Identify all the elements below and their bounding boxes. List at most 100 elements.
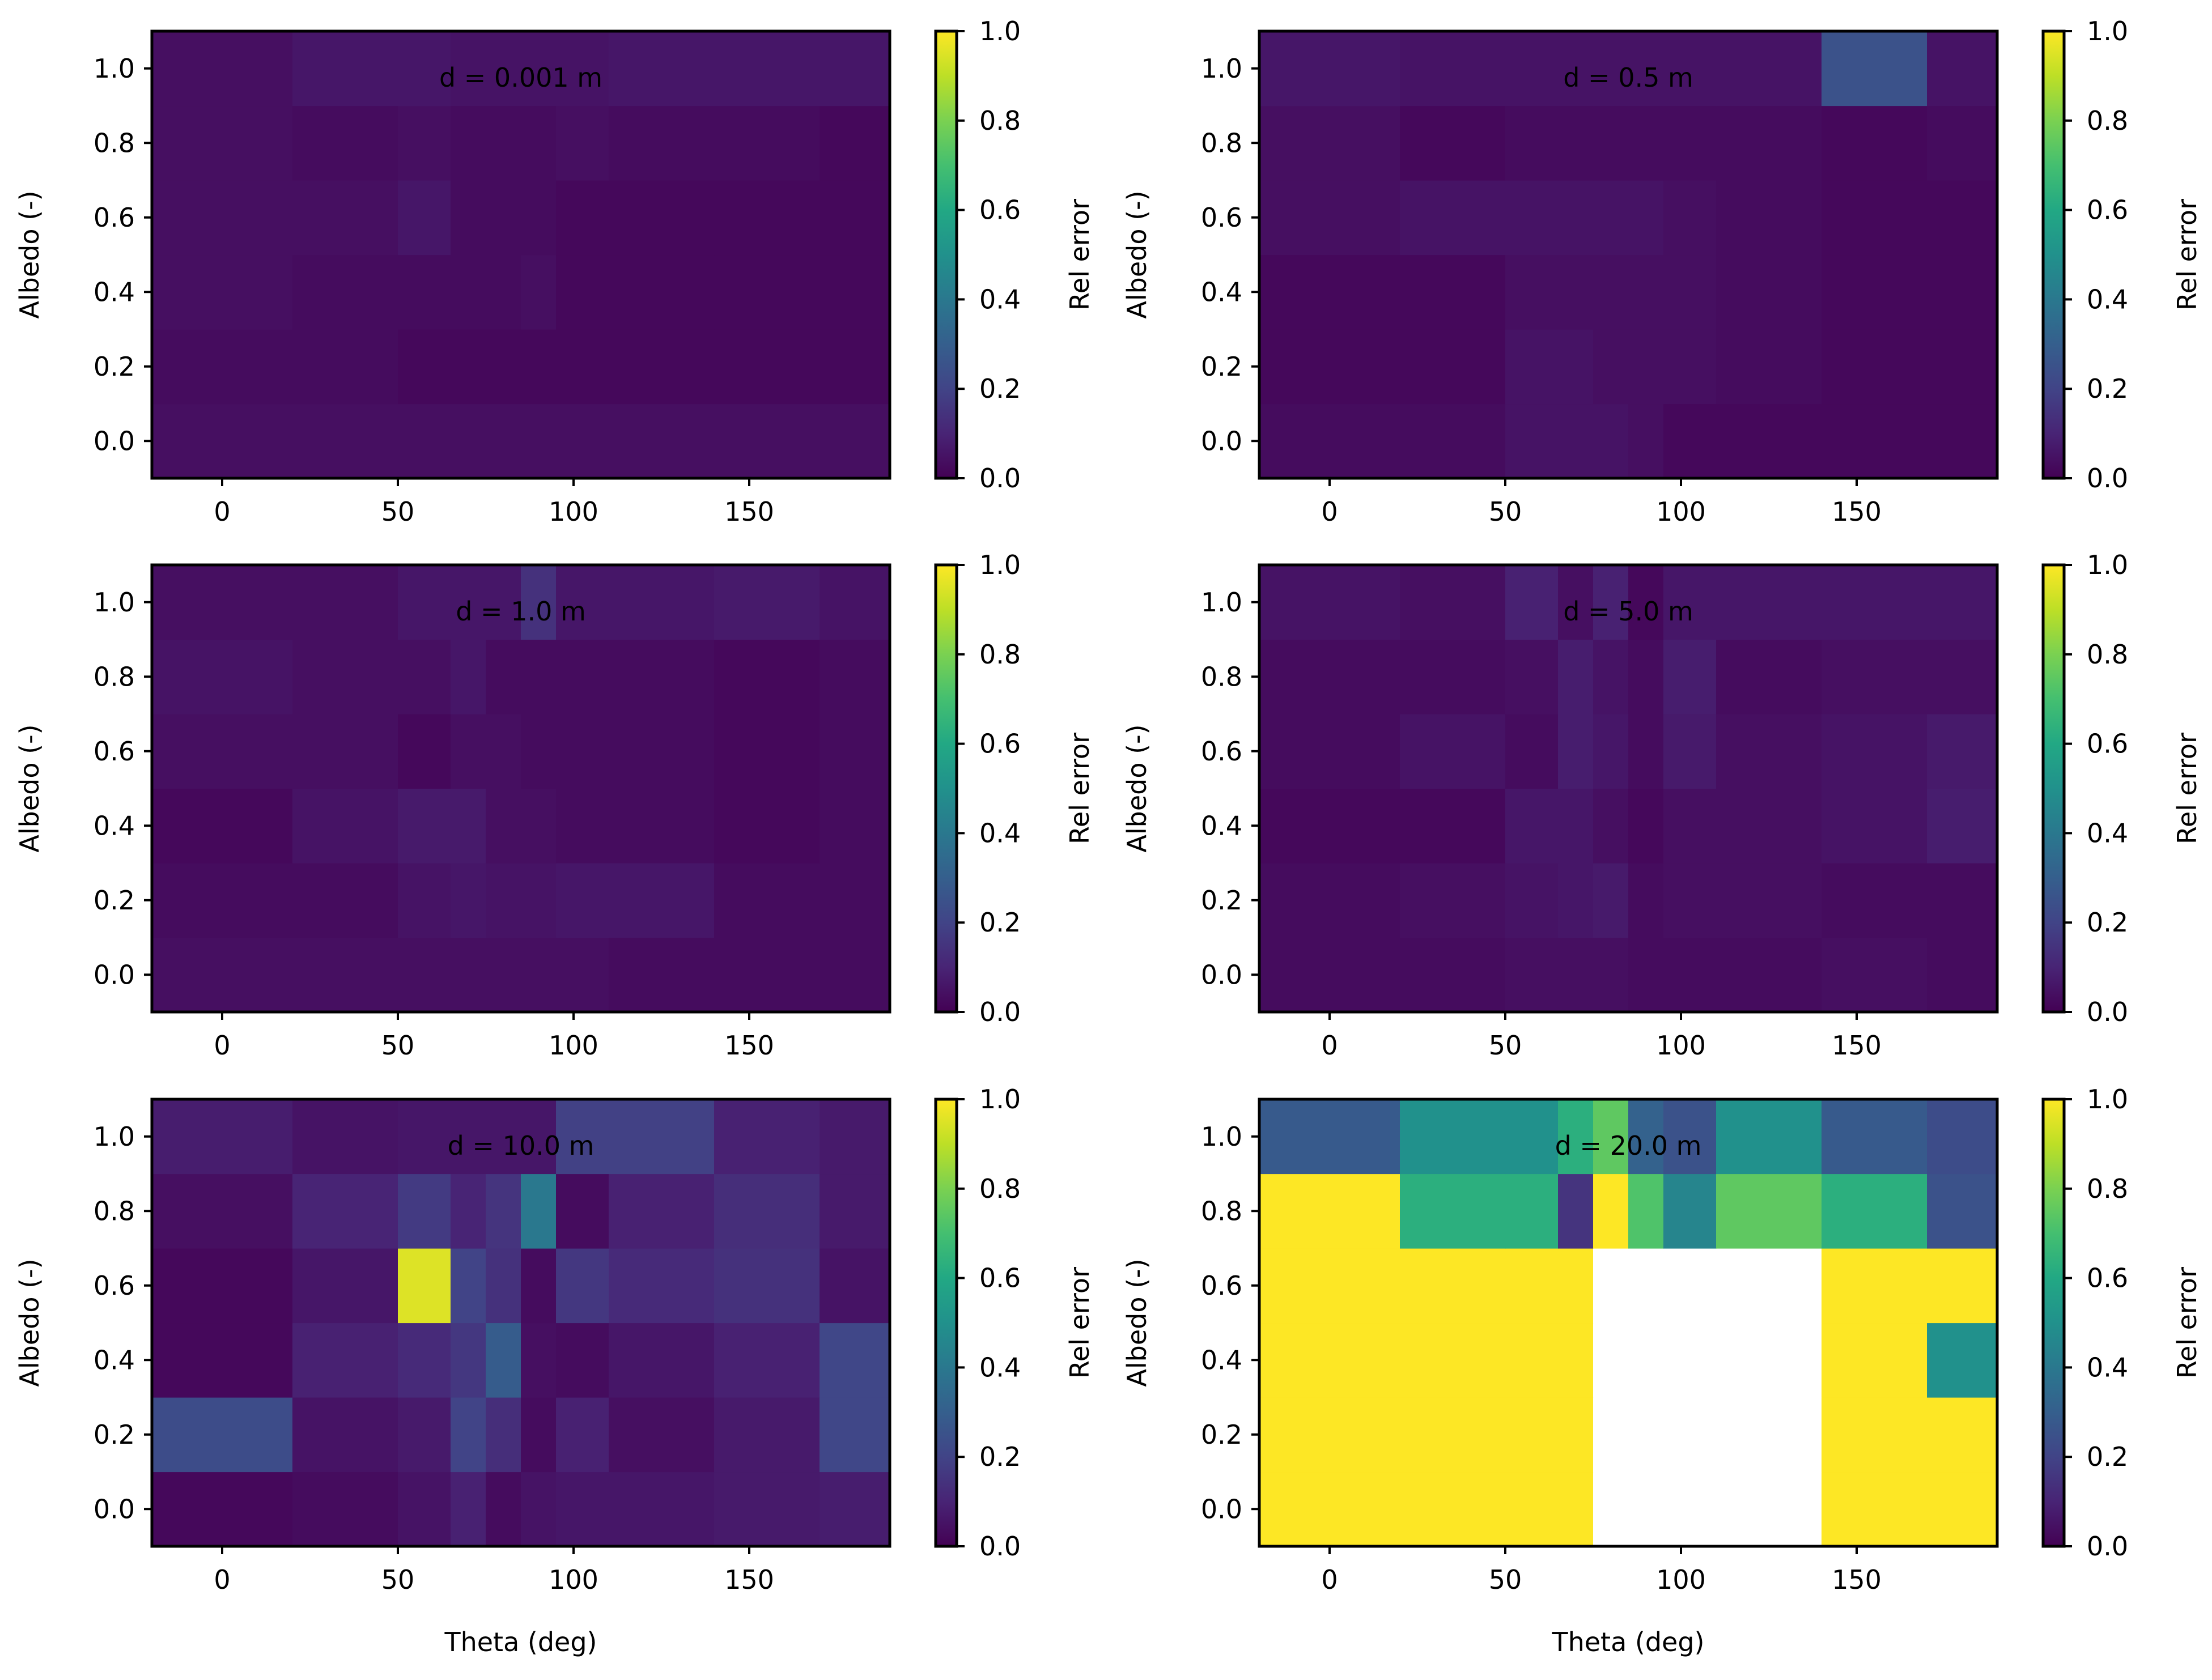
- heatmap-cell: [398, 1397, 451, 1473]
- heatmap-cell: [714, 1322, 820, 1398]
- heatmap-cell: [152, 937, 293, 1013]
- colorbar-tick-label: 0.0: [979, 997, 1021, 1027]
- heatmap-cell: [521, 105, 557, 181]
- heatmap-cell: [1593, 105, 1629, 181]
- y-axis-label: Albedo (-): [14, 724, 45, 852]
- heatmap-cell: [1927, 1248, 1998, 1324]
- heatmap-cell: [1822, 1471, 1927, 1547]
- distance-annotation: d = 10.0 m: [448, 1130, 595, 1161]
- heatmap-cell: [486, 105, 521, 181]
- x-tick-label: 100: [1656, 1564, 1706, 1595]
- heatmap-cell: [1259, 1322, 1400, 1398]
- heatmap-cell: [556, 1248, 609, 1324]
- heatmap-cell: [820, 254, 890, 330]
- heatmap-cell: [714, 714, 820, 789]
- heatmap-cell: [152, 1099, 293, 1175]
- colorbar-tick-label: 0.2: [979, 1441, 1021, 1472]
- heatmap-cell: [1593, 403, 1629, 479]
- x-tick-label: 0: [1321, 1564, 1338, 1595]
- heatmap-cell: [1628, 1322, 1664, 1398]
- heatmap-cell: [1558, 180, 1594, 256]
- heatmap-cell: [292, 329, 398, 405]
- distance-annotation: d = 1.0 m: [456, 596, 586, 627]
- heatmap-cell: [1822, 788, 1927, 864]
- heatmap-cell: [609, 714, 715, 789]
- x-tick-label: 0: [214, 496, 230, 527]
- colorbar-label: Rel error: [2172, 733, 2202, 844]
- heatmap-cell: [1558, 1248, 1594, 1324]
- colorbar-frame: [2041, 29, 2066, 480]
- heatmap-cell: [1927, 180, 1998, 256]
- y-tick-label: 0.0: [94, 1494, 135, 1524]
- heatmap-cell: [1663, 1099, 1717, 1175]
- heatmap-cell: [1716, 1397, 1822, 1473]
- colorbar-tick-label: 1.0: [2087, 16, 2128, 46]
- heatmap-cell: [486, 180, 521, 256]
- colorbar-tick-label: 0.4: [979, 1352, 1021, 1383]
- heatmap-cell: [1927, 254, 1998, 330]
- heatmap-cell: [1628, 565, 1664, 640]
- heatmap-cell: [714, 31, 820, 107]
- heatmap-cell: [820, 180, 890, 256]
- heatmap-cell: [820, 1397, 890, 1473]
- heatmap-cell: [1558, 105, 1594, 181]
- colorbar-tick-label: 0.4: [2087, 1352, 2128, 1383]
- y-tick-label: 0.2: [1201, 1419, 1242, 1450]
- heatmap-cell: [521, 937, 557, 1013]
- colorbar-tick-label: 1.0: [2087, 1084, 2128, 1115]
- colorbar-tick-label: 1.0: [979, 16, 1021, 46]
- heatmap-cell: [1663, 180, 1717, 256]
- colorbar-tick-label: 0.4: [2087, 284, 2128, 314]
- heatmap-cell: [1259, 1471, 1400, 1547]
- heatmap-cell: [398, 714, 451, 789]
- heatmap-panel: 0 50 100 150 0.0 0.2 0.4 0.6 0.8 1.0 Albedo (-) d =…: [1122, 16, 2202, 527]
- heatmap-cell: [1628, 105, 1664, 181]
- heatmap-cell: [398, 639, 451, 714]
- y-tick-label: 0.4: [94, 277, 135, 307]
- heatmap-panel: 0 50 100 150 0.0 0.2 0.4 0.6 0.8 1.0 Albedo (-) d =…: [14, 550, 1095, 1061]
- heatmap-cell: [451, 180, 486, 256]
- y-tick-label: 0.6: [94, 202, 135, 233]
- heatmap-cell: [1505, 714, 1559, 789]
- heatmap-cell: [714, 180, 820, 256]
- heatmap-cell: [1259, 254, 1400, 330]
- heatmap-cell: [486, 565, 521, 640]
- heatmap-cell: [1593, 565, 1629, 640]
- heatmap-cell: [820, 1322, 890, 1398]
- heatmap-cell: [1593, 1471, 1629, 1547]
- heatmap-cell: [451, 1173, 486, 1249]
- heatmap-cell: [1663, 639, 1717, 714]
- y-tick-label: 0.8: [1201, 661, 1242, 692]
- distance-annotation: d = 5.0 m: [1563, 596, 1693, 627]
- heatmap-cell: [1259, 329, 1400, 405]
- heatmap-cell: [556, 714, 609, 789]
- heatmap-cell: [152, 254, 293, 330]
- colorbar-label: Rel error: [1064, 1267, 1095, 1379]
- heatmap-cell: [714, 403, 820, 479]
- heatmap-cell: [292, 254, 398, 330]
- heatmap-cell: [1593, 1397, 1629, 1473]
- heatmap-cell: [1259, 31, 1400, 107]
- y-axis-label: Albedo (-): [1122, 190, 1152, 318]
- heatmap-cell: [1663, 1397, 1717, 1473]
- heatmap-cell: [451, 788, 486, 864]
- heatmap-cell: [1558, 1322, 1594, 1398]
- heatmap-cell: [1716, 254, 1822, 330]
- heatmap-cell: [1663, 714, 1717, 789]
- heatmap-cell: [1628, 1397, 1664, 1473]
- colorbar-gradient: [936, 565, 957, 1012]
- y-axis-label: Albedo (-): [14, 190, 45, 318]
- heatmap-cell: [1716, 863, 1822, 938]
- heatmap-cell: [486, 254, 521, 330]
- heatmap-cell: [1822, 180, 1927, 256]
- heatmap-cell: [1822, 639, 1927, 714]
- heatmap-cell: [292, 105, 398, 181]
- heatmap-cell: [1927, 788, 1998, 864]
- colorbar-tick-label: 0.2: [2087, 907, 2128, 938]
- heatmap-cell: [292, 1397, 398, 1473]
- y-tick-label: 1.0: [94, 1121, 135, 1152]
- colorbar-gradient: [2043, 1099, 2064, 1546]
- heatmap-cell: [1822, 937, 1927, 1013]
- heatmap-cell: [820, 565, 890, 640]
- heatmap-cell: [1259, 788, 1400, 864]
